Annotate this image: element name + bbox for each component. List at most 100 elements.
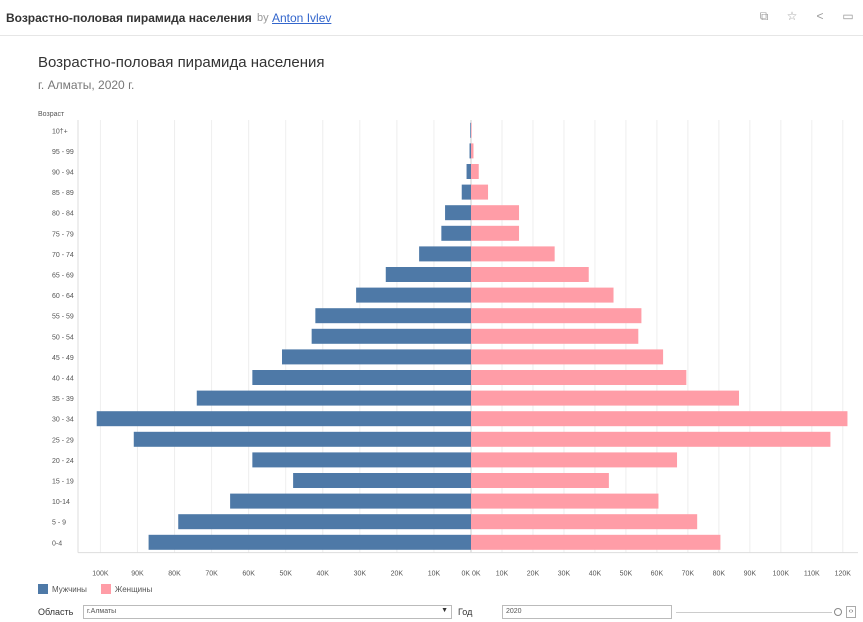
y-tick-label: 50 - 54 [52, 334, 74, 341]
bar-male[interactable] [178, 514, 471, 530]
bar-female[interactable] [471, 473, 609, 488]
y-tick-label: 5 - 9 [52, 520, 66, 527]
legend-item-male[interactable]: Мужчины [38, 584, 87, 594]
x-tick-label-right: 60K [651, 571, 664, 578]
bar-male[interactable] [230, 493, 471, 509]
x-tick-label-right: 0K [472, 571, 481, 578]
bar-female[interactable] [471, 534, 721, 550]
x-tick-label-right: 50K [620, 571, 633, 578]
bar-male[interactable] [252, 452, 471, 468]
x-tick-label-right: 100K [773, 571, 790, 578]
y-tick-label: 65 - 69 [52, 273, 74, 280]
bar-male[interactable] [461, 184, 471, 200]
bar-female[interactable] [471, 493, 659, 509]
viz-name: Возрастно-половая пирамида населения [6, 11, 252, 25]
x-tick-label-left: 10K [428, 571, 441, 578]
bar-male[interactable] [148, 534, 471, 550]
x-tick-label-left: 100K [92, 571, 109, 578]
legend-label-male: Мужчины [52, 584, 87, 594]
bar-male[interactable] [466, 164, 471, 179]
share-icon[interactable]: < [816, 9, 824, 23]
legend-swatch-male [38, 584, 48, 594]
legend-swatch-female [100, 584, 111, 594]
bar-female[interactable] [471, 267, 589, 282]
star-icon[interactable]: ☆ [786, 9, 798, 23]
x-tick-label-left: 30K [354, 571, 367, 578]
bar-female[interactable] [471, 328, 639, 344]
bar-female[interactable] [471, 390, 740, 406]
chevron-down-icon: ▼ [441, 607, 448, 614]
x-tick-label-left: 20K [391, 571, 404, 578]
x-tick-label-left: 40K [317, 571, 330, 578]
y-tick-label: 45 - 49 [52, 355, 74, 362]
bar-male[interactable] [133, 431, 471, 447]
bar-female[interactable] [471, 164, 479, 179]
bar-male[interactable] [96, 411, 472, 427]
bar-female[interactable] [471, 349, 664, 365]
bar-male[interactable] [470, 122, 471, 138]
x-tick-label-right: 10K [496, 571, 509, 578]
y-tick-label: 30 - 34 [52, 417, 74, 424]
bar-male[interactable] [356, 287, 471, 303]
bar-male[interactable] [252, 370, 471, 385]
year-step-button[interactable]: ‹› [846, 606, 856, 618]
year-slider-handle[interactable] [834, 608, 842, 616]
by-label: by [257, 12, 269, 24]
region-label: Область [38, 607, 74, 617]
region-select[interactable]: г.Алматы ▼ [83, 605, 452, 619]
y-tick-label: 25 - 29 [52, 437, 74, 444]
copy-icon[interactable]: ⧉ [759, 9, 769, 23]
y-tick-label: 85 - 89 [52, 190, 74, 197]
bar-female[interactable] [471, 122, 472, 138]
x-tick-label-left: 50K [279, 571, 292, 578]
chart-subtitle: г. Алматы, 2020 г. [38, 78, 135, 92]
y-tick-label: 95 - 99 [52, 149, 74, 156]
y-tick-label: 10-14 [52, 499, 70, 506]
x-tick-label-right: 110K [804, 571, 820, 578]
bar-male[interactable] [445, 205, 471, 221]
bar-female[interactable] [471, 452, 678, 468]
y-tick-label: 10†+ [52, 128, 68, 135]
top-bar: Возрастно-половая пирамида населения by … [0, 0, 863, 36]
y-tick-label: 60 - 64 [52, 293, 74, 300]
y-tick-label: 70 - 74 [52, 252, 74, 259]
year-slider-track[interactable] [676, 612, 832, 613]
bar-female[interactable] [471, 411, 848, 427]
bar-female[interactable] [471, 184, 489, 200]
bar-female[interactable] [471, 514, 698, 530]
filter-controls: Область г.Алматы ▼ Год 2020 ‹› [0, 604, 863, 622]
y-tick-label: 20 - 24 [52, 458, 74, 465]
x-tick-label-right: 30K [558, 571, 571, 578]
author-link[interactable]: Anton Ivlev [272, 11, 332, 25]
bar-male[interactable] [419, 246, 471, 262]
bar-female[interactable] [471, 308, 642, 324]
bar-female[interactable] [471, 431, 831, 447]
comment-icon[interactable]: ▭ [842, 9, 854, 23]
bar-female[interactable] [471, 143, 474, 159]
bar-female[interactable] [471, 246, 555, 262]
bar-male[interactable] [315, 308, 471, 324]
y-tick-label: 80 - 84 [52, 211, 74, 218]
y-tick-label: 0-4 [52, 540, 62, 547]
legend-item-female[interactable]: Женщины [100, 584, 152, 594]
bar-female[interactable] [471, 205, 520, 221]
pyramid-chart: Возраст 10†+ 95 - 99 90 - 94 85 - 89 80 - 84 7… [38, 111, 858, 578]
bar-male[interactable] [196, 390, 471, 406]
bar-male[interactable] [441, 225, 471, 241]
bar-male[interactable] [293, 473, 471, 488]
y-tick-label: 90 - 94 [52, 170, 74, 177]
year-input[interactable]: 2020 [502, 605, 672, 619]
bar-male[interactable] [282, 349, 471, 365]
bar-male[interactable] [469, 143, 471, 159]
bar-male[interactable] [385, 267, 471, 282]
legend: Мужчины Женщины [38, 584, 152, 594]
x-tick-label-left: 70K [205, 571, 218, 578]
bar-female[interactable] [471, 370, 687, 385]
x-tick-label-right: 80K [713, 571, 726, 578]
bar-male[interactable] [311, 328, 471, 344]
bar-female[interactable] [471, 287, 614, 303]
bar-female[interactable] [471, 225, 520, 241]
x-tick-label-right: 40K [589, 571, 602, 578]
x-tick-label-right: 90K [744, 571, 757, 578]
toolbar-icons: ⧉ ☆ < ▭ [757, 9, 855, 23]
